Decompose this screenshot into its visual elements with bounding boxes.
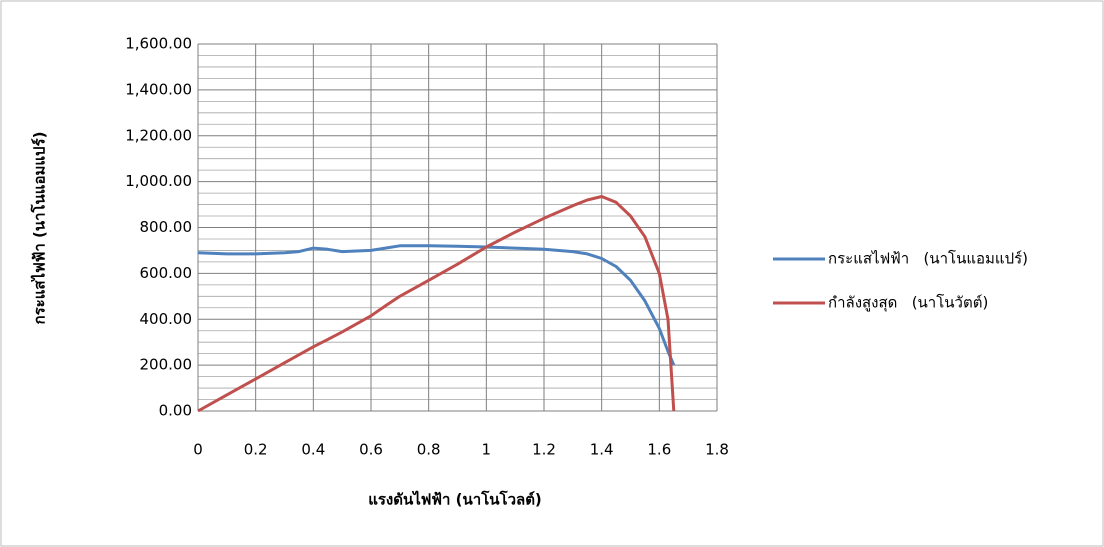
y-axis-title: กระแสไฟฟ้า (นาโนแอมแปร์) [30, 132, 49, 325]
y-tick-label: 1,600.00 [125, 35, 192, 53]
x-tick-label: 1.4 [590, 441, 614, 459]
y-tick-label: 0.00 [159, 402, 192, 420]
x-tick-label: 1.6 [647, 441, 671, 459]
y-tick-label: 1,000.00 [125, 172, 192, 190]
y-tick-label: 200.00 [140, 356, 193, 374]
y-tick-label: 600.00 [140, 264, 193, 282]
x-tick-label: 0 [193, 441, 203, 459]
y-tick-label: 1,200.00 [125, 126, 192, 144]
series-line [197, 244, 676, 366]
x-axis-title: แรงดันไฟฟ้า (นาโนโวลต์) [368, 490, 542, 509]
series-line [197, 195, 676, 413]
y-tick-label: 400.00 [140, 310, 193, 328]
x-tick-label: 0.6 [359, 441, 383, 459]
legend-label: กระแสไฟฟ้า (นาโนแอมแปร์) [828, 250, 1028, 268]
x-tick-label: 1.2 [532, 441, 556, 459]
x-tick-label: 1.8 [705, 441, 729, 459]
plot-area [197, 43, 718, 413]
y-tick-label: 800.00 [140, 218, 193, 236]
x-tick-label: 0.2 [244, 441, 268, 459]
legend-label: กำลังสูงสุด (นาโนวัตต์) [828, 294, 988, 313]
x-tick-label: 0.8 [417, 441, 441, 459]
x-tick-label: 0.4 [301, 441, 325, 459]
y-tick-label: 1,400.00 [125, 80, 192, 98]
x-tick-label: 1 [482, 441, 492, 459]
